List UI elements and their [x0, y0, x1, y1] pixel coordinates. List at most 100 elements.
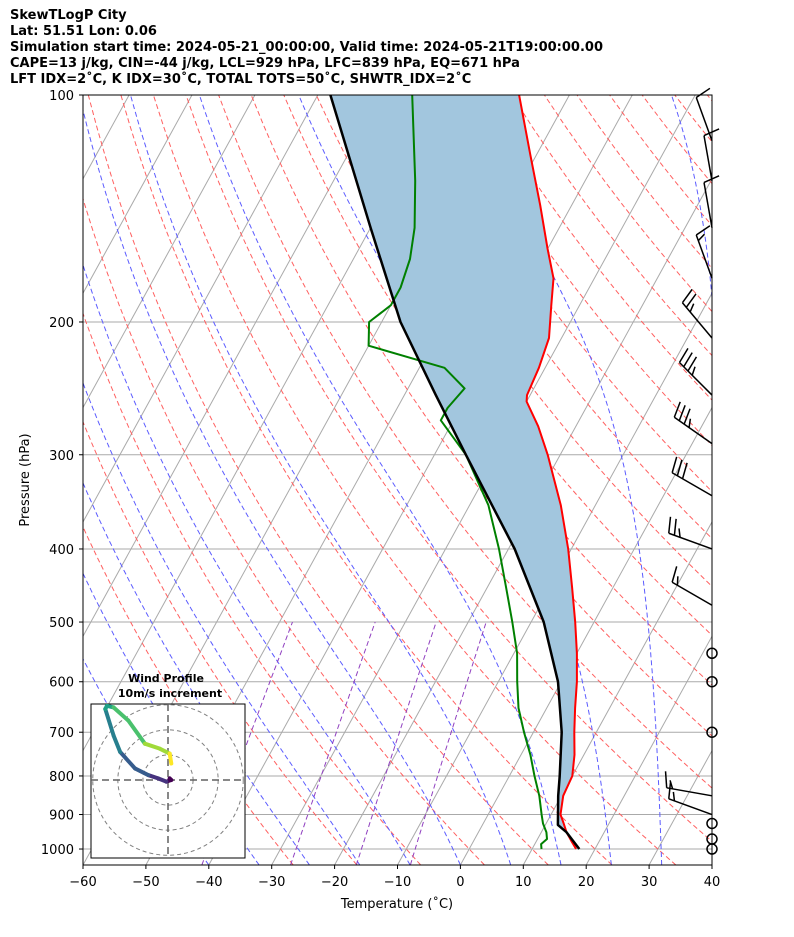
wind-barb: [703, 128, 720, 182]
isotherm-line: [711, 863, 712, 865]
isotherm-line: [83, 95, 193, 295]
isotherm-line: [0, 95, 66, 865]
dry-adiabat: [641, 95, 712, 185]
background-lines: [0, 95, 794, 865]
chart-header: SkewTLogP City Lat: 51.51 Lon: 0.06 Simu…: [10, 8, 603, 88]
dry-adiabat: [413, 95, 712, 493]
wind-barb: [668, 516, 713, 550]
mixing-ratio-line: [290, 621, 376, 865]
x-tick-label: 40: [704, 875, 721, 890]
inset-title: Wind Profile: [128, 672, 204, 685]
parcel-line: [329, 95, 581, 850]
dry-adiabat: [446, 95, 712, 447]
hodograph-inset: Wind Profile 10m/s increment: [90, 672, 246, 859]
index-line: LFT IDX=2˚C, K IDX=30˚C, TOTAL TOTS=50˚C…: [10, 72, 472, 87]
isotherm-line: [83, 95, 256, 409]
hodograph-segment: [111, 705, 131, 723]
wind-barb: [695, 87, 713, 142]
wind-barb: [681, 288, 713, 339]
dry-adiabat: [152, 95, 677, 865]
dry-adiabat: [120, 95, 613, 865]
temperature-line: [518, 95, 578, 850]
y-tick-label: 1000: [41, 843, 74, 858]
y-axis-label: Pressure (hPa): [18, 433, 33, 526]
wind-barb: [671, 456, 713, 497]
wind-barb: [706, 726, 718, 738]
mixing-ratio-line: [409, 621, 487, 865]
chart-title: SkewTLogP City: [10, 8, 127, 23]
dry-adiabat: [674, 95, 712, 143]
dry-adiabat: [706, 95, 712, 102]
wind-barb: [706, 817, 718, 830]
dry-adiabat: [185, 95, 712, 843]
isotherm-line: [775, 95, 794, 865]
moist-adiabat: [83, 481, 310, 865]
wind-barb: [695, 225, 713, 279]
y-tick-label: 600: [49, 676, 74, 691]
isotherm-line: [208, 95, 633, 865]
time-line: Simulation start time: 2024-05-21_00:00:…: [10, 40, 603, 55]
moist-adiabat: [83, 107, 461, 865]
isotherm-line: [0, 95, 3, 865]
dry-adiabat: [83, 197, 485, 865]
moist-adiabat: [83, 381, 361, 865]
hodograph-segment: [167, 751, 174, 766]
wind-barb: [678, 348, 713, 396]
isotherm-line: [648, 749, 712, 865]
x-tick-label: −60: [69, 875, 96, 890]
y-tick-label: 300: [49, 449, 74, 464]
cape-fill: [330, 95, 580, 849]
dry-adiabat: [609, 95, 712, 227]
dry-adiabat: [83, 525, 294, 865]
x-tick-label: −10: [384, 875, 411, 890]
isotherm-line: [83, 95, 319, 523]
wind-barb: [706, 833, 718, 845]
wind-barb: [671, 566, 713, 606]
x-tick-label: −30: [258, 875, 285, 890]
y-tick-label: 500: [49, 616, 74, 631]
hodograph-segment: [126, 718, 147, 746]
x-axis-label: Temperature (˚C): [340, 896, 453, 912]
isotherm-line: [585, 635, 712, 865]
dry-adiabat: [381, 95, 712, 540]
dry-adiabat: [348, 95, 712, 588]
isotherm-line: [83, 95, 382, 638]
hodograph-segment: [103, 707, 116, 738]
x-tick-label: 20: [578, 875, 595, 890]
wind-barb: [664, 771, 713, 797]
x-tick-label: −50: [132, 875, 159, 890]
dry-adiabat: [250, 95, 712, 737]
wind-barbs: [664, 87, 720, 855]
location-line: Lat: 51.51 Lon: 0.06: [10, 24, 157, 39]
x-tick-label: 0: [456, 875, 464, 890]
wind-barb: [706, 647, 718, 660]
hodograph-segment: [142, 741, 162, 751]
y-tick-label: 900: [49, 809, 74, 824]
y-tick-label: 200: [49, 316, 74, 331]
axes: −60 −50 −40 −30 −20 −10 0 10 20 30 40 100 200 300 400 5…: [41, 89, 720, 890]
mixing-ratio-line: [355, 621, 437, 865]
wind-barb: [668, 782, 713, 816]
x-tick-label: −20: [321, 875, 348, 890]
x-tick-label: −40: [195, 875, 222, 890]
wind-barb: [706, 675, 718, 688]
isotherm-line: [459, 406, 712, 865]
hodograph-segment: [118, 749, 137, 771]
dry-adiabat: [87, 95, 549, 865]
y-tick-label: 700: [49, 726, 74, 741]
y-tick-label: 400: [49, 543, 74, 558]
inset-subtitle: 10m/s increment: [118, 687, 222, 700]
moist-adiabat: [130, 95, 512, 865]
cape-area: [330, 95, 580, 849]
profiles: [329, 95, 581, 850]
wind-barb: [673, 401, 713, 445]
y-tick-label: 800: [49, 770, 74, 785]
stability-line: CAPE=13 j/kg, CIN=-44 j/kg, LCL=929 hPa,…: [10, 56, 520, 71]
hodograph-segment: [133, 766, 151, 778]
moist-adiabat: [83, 263, 411, 865]
x-tick-label: 10: [515, 875, 532, 890]
dewpoint-line: [367, 95, 548, 850]
x-tick-label: 30: [641, 875, 658, 890]
y-tick-label: 100: [49, 89, 74, 104]
